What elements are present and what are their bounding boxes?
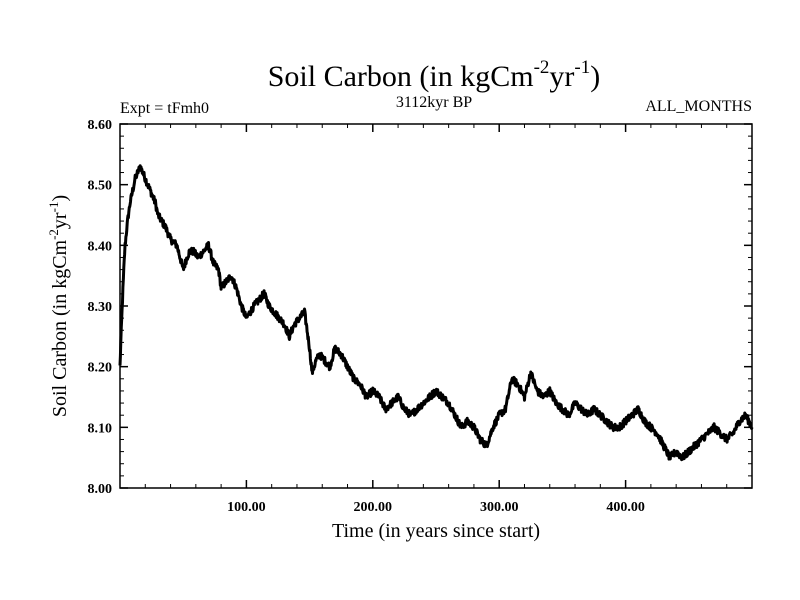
subtitle-left: Expt = tFmh0 (120, 100, 209, 117)
y-tick-label: 8.20 (88, 361, 113, 376)
y-axis-label: Soil Carbon (in kgCm-2yr-1) (46, 195, 71, 417)
chart-title: Soil Carbon (in kgCm-2yr-1) (268, 57, 601, 93)
ylabel-exp2: -1 (46, 202, 61, 213)
subtitle-right: ALL_MONTHS (645, 98, 752, 115)
x-tick-label: 100.00 (227, 500, 266, 515)
y-tick-label: 8.60 (88, 118, 113, 133)
title-suffix: ) (590, 60, 600, 93)
y-axis: 8.00 8.10 8.20 8.30 8.40 8.50 8.60 (88, 118, 752, 497)
ylabel-prefix: Soil Carbon (in kgCm (49, 239, 71, 417)
x-tick-label: 200.00 (354, 500, 393, 515)
y-tick-label: 8.50 (88, 179, 113, 194)
title-exp2: -1 (574, 57, 590, 78)
y-tick-label: 8.30 (88, 300, 113, 315)
title-prefix: Soil Carbon (in kgCm (268, 60, 534, 93)
title-exp1: -2 (534, 57, 550, 78)
y-tick-label: 8.10 (88, 421, 113, 436)
title-mid: yr (549, 60, 574, 93)
y-tick-label: 8.40 (88, 239, 113, 254)
ylabel-exp1: -2 (46, 229, 61, 240)
ylabel-mid: yr (49, 212, 71, 229)
x-tick-label: 400.00 (606, 500, 645, 515)
subtitle-center: 3112kyr BP (396, 94, 472, 111)
ylabel-suffix: ) (49, 195, 71, 202)
x-axis-label: Time (in years since start) (332, 520, 540, 542)
series-line-soil-carbon (118, 164, 754, 462)
y-tick-label: 8.00 (88, 482, 113, 497)
x-axis: 100.00 200.00 300.00 400.00 (144, 124, 728, 515)
x-tick-label: 300.00 (480, 500, 519, 515)
